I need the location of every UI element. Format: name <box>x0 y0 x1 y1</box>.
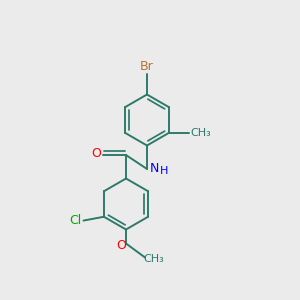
Text: Br: Br <box>140 60 154 73</box>
Text: CH₃: CH₃ <box>144 254 164 264</box>
Text: O: O <box>92 147 101 160</box>
Text: CH₃: CH₃ <box>190 128 211 138</box>
Text: N: N <box>150 163 159 176</box>
Text: O: O <box>117 238 126 251</box>
Text: Cl: Cl <box>69 214 81 227</box>
Text: H: H <box>160 167 169 176</box>
